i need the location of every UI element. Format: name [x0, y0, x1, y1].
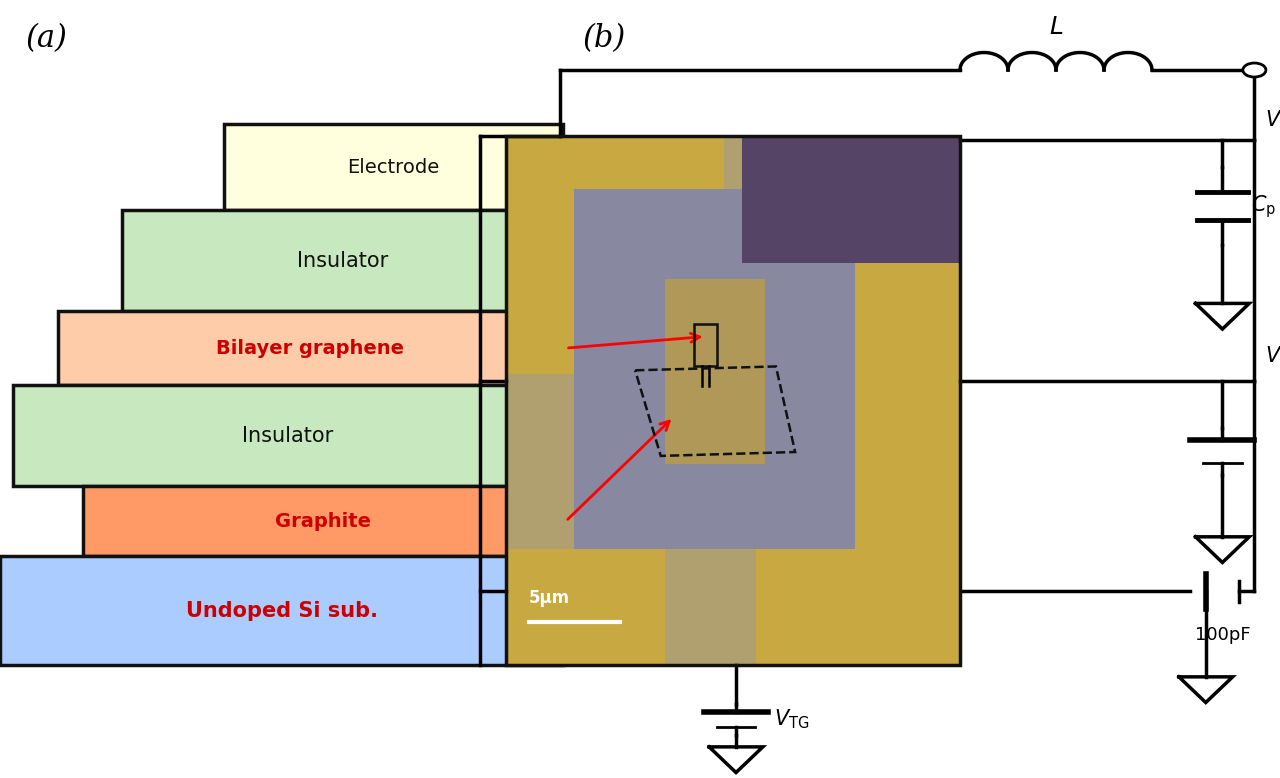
Bar	[0, 556, 563, 665]
Bar	[506, 136, 723, 374]
Text: 5μm: 5μm	[529, 589, 570, 607]
Text: Graphite: Graphite	[275, 512, 371, 531]
Bar	[742, 136, 960, 263]
Bar	[58, 311, 563, 385]
Bar	[755, 242, 960, 665]
Text: Undoped Si sub.: Undoped Si sub.	[186, 601, 378, 621]
Bar	[224, 124, 563, 210]
Text: Bilayer graphene: Bilayer graphene	[216, 338, 404, 358]
Bar	[506, 136, 960, 665]
Bar	[573, 189, 855, 548]
Text: $C_{\mathrm{p}}$: $C_{\mathrm{p}}$	[1251, 193, 1276, 219]
Text: $V_{\mathrm{TG}}$: $V_{\mathrm{TG}}$	[774, 708, 810, 731]
Bar	[13, 385, 563, 486]
Text: 100pF: 100pF	[1194, 626, 1251, 644]
Text: Insulator: Insulator	[242, 426, 334, 446]
Text: (b): (b)	[582, 23, 626, 54]
Bar	[506, 548, 664, 665]
Bar	[506, 136, 960, 665]
Bar	[83, 486, 563, 556]
Text: Insulator: Insulator	[297, 251, 388, 271]
Text: (a): (a)	[26, 23, 68, 54]
Bar	[664, 279, 764, 464]
Bar	[122, 210, 563, 311]
Text: $V_{\mathrm{out}}$: $V_{\mathrm{out}}$	[1265, 109, 1280, 132]
Bar	[694, 324, 717, 366]
Text: $V_{\mathrm{BG}}$: $V_{\mathrm{BG}}$	[1265, 345, 1280, 368]
Text: Electrode: Electrode	[347, 158, 440, 177]
Circle shape	[1243, 63, 1266, 77]
Text: $L$: $L$	[1048, 15, 1064, 39]
